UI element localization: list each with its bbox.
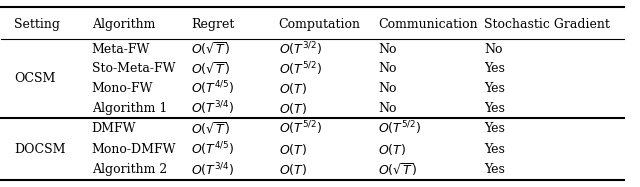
Text: No: No xyxy=(378,82,397,95)
Text: $O(\sqrt{T})$: $O(\sqrt{T})$ xyxy=(378,161,417,178)
Text: Algorithm: Algorithm xyxy=(92,18,155,31)
Text: Algorithm 1: Algorithm 1 xyxy=(92,102,167,115)
Text: $O(T^{5/2})$: $O(T^{5/2})$ xyxy=(278,120,322,137)
Text: $O(T)$: $O(T)$ xyxy=(278,101,307,116)
Text: No: No xyxy=(378,43,397,56)
Text: Yes: Yes xyxy=(484,102,505,115)
Text: $O(\sqrt{T})$: $O(\sqrt{T})$ xyxy=(191,60,230,77)
Text: Stochastic Gradient: Stochastic Gradient xyxy=(484,18,610,31)
Text: $O(\sqrt{T})$: $O(\sqrt{T})$ xyxy=(191,120,230,137)
Text: Yes: Yes xyxy=(484,82,505,95)
Text: Yes: Yes xyxy=(484,163,505,176)
Text: Communication: Communication xyxy=(378,18,478,31)
Text: No: No xyxy=(484,43,502,56)
Text: $O(T^{5/2})$: $O(T^{5/2})$ xyxy=(278,60,322,78)
Text: $O(T^{3/4})$: $O(T^{3/4})$ xyxy=(191,161,235,179)
Text: Computation: Computation xyxy=(278,18,360,31)
Text: $O(T)$: $O(T)$ xyxy=(378,142,406,157)
Text: $O(\sqrt{T})$: $O(\sqrt{T})$ xyxy=(191,41,230,57)
Text: DMFW: DMFW xyxy=(92,122,136,135)
Text: Yes: Yes xyxy=(484,62,505,75)
Text: OCSM: OCSM xyxy=(14,72,55,85)
Text: $O(T^{5/2})$: $O(T^{5/2})$ xyxy=(378,120,421,137)
Text: Yes: Yes xyxy=(484,122,505,135)
Text: $O(T^{3/2})$: $O(T^{3/2})$ xyxy=(278,40,322,58)
Text: DOCSM: DOCSM xyxy=(14,143,65,156)
Text: Sto-Meta-FW: Sto-Meta-FW xyxy=(92,62,175,75)
Text: Meta-FW: Meta-FW xyxy=(92,43,150,56)
Text: $O(T^{4/5})$: $O(T^{4/5})$ xyxy=(191,140,235,158)
Text: $O(T)$: $O(T)$ xyxy=(278,142,307,157)
Text: Setting: Setting xyxy=(14,18,60,31)
Text: Mono-FW: Mono-FW xyxy=(92,82,153,95)
Text: Regret: Regret xyxy=(191,18,235,31)
Text: No: No xyxy=(378,102,397,115)
Text: $O(T)$: $O(T)$ xyxy=(278,162,307,177)
Text: Mono-DMFW: Mono-DMFW xyxy=(92,143,176,156)
Text: $O(T^{4/5})$: $O(T^{4/5})$ xyxy=(191,80,235,97)
Text: Algorithm 2: Algorithm 2 xyxy=(92,163,167,176)
Text: $O(T^{3/4})$: $O(T^{3/4})$ xyxy=(191,100,235,117)
Text: $O(T)$: $O(T)$ xyxy=(278,81,307,96)
Text: No: No xyxy=(378,62,397,75)
Text: Yes: Yes xyxy=(484,143,505,156)
